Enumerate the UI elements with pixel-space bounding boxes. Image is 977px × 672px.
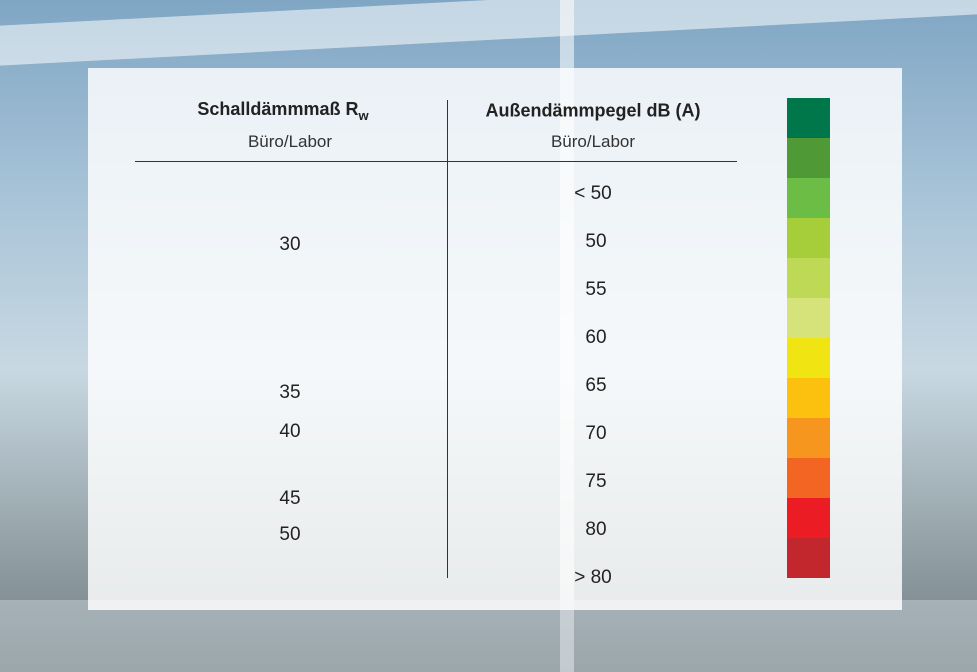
right-value: < 50 xyxy=(574,183,612,204)
color-swatch xyxy=(787,498,830,538)
right-subtitle: Büro/Labor xyxy=(550,132,636,151)
header-rule xyxy=(135,161,737,162)
color-swatch xyxy=(787,218,830,258)
color-swatch xyxy=(787,418,830,458)
right-value: 80 xyxy=(585,519,607,540)
left-value: 45 xyxy=(279,488,301,509)
right-value: > 80 xyxy=(574,567,612,588)
color-swatch xyxy=(787,378,830,418)
right-value: 70 xyxy=(585,423,607,444)
color-swatch xyxy=(787,458,830,498)
right-value: 55 xyxy=(585,279,607,300)
left-value: 40 xyxy=(279,421,301,442)
left-title-subscript: w xyxy=(358,107,369,123)
color-swatch xyxy=(787,298,830,338)
left-subtitle: Büro/Labor xyxy=(247,132,333,151)
color-swatch xyxy=(787,138,830,178)
terrace xyxy=(0,600,977,672)
right-value: 65 xyxy=(585,375,607,396)
roof-beam xyxy=(0,0,977,66)
color-swatch xyxy=(787,538,830,578)
left-title-text: Schalldämmmaß R xyxy=(197,99,359,120)
color-swatch xyxy=(787,338,830,378)
color-swatch xyxy=(787,178,830,218)
left-value: 50 xyxy=(279,524,301,545)
right-title: Außendämmpegel dB (A) xyxy=(485,100,701,121)
left-title: Schalldämmmaß Rw xyxy=(197,99,368,123)
right-value: 60 xyxy=(585,327,607,348)
right-value: 50 xyxy=(585,231,607,252)
left-value: 35 xyxy=(279,382,301,403)
left-value: 30 xyxy=(279,234,301,255)
column-divider xyxy=(447,100,448,578)
color-swatch xyxy=(787,258,830,298)
info-panel xyxy=(88,68,902,610)
right-value: 75 xyxy=(585,471,607,492)
color-swatch xyxy=(787,98,830,138)
